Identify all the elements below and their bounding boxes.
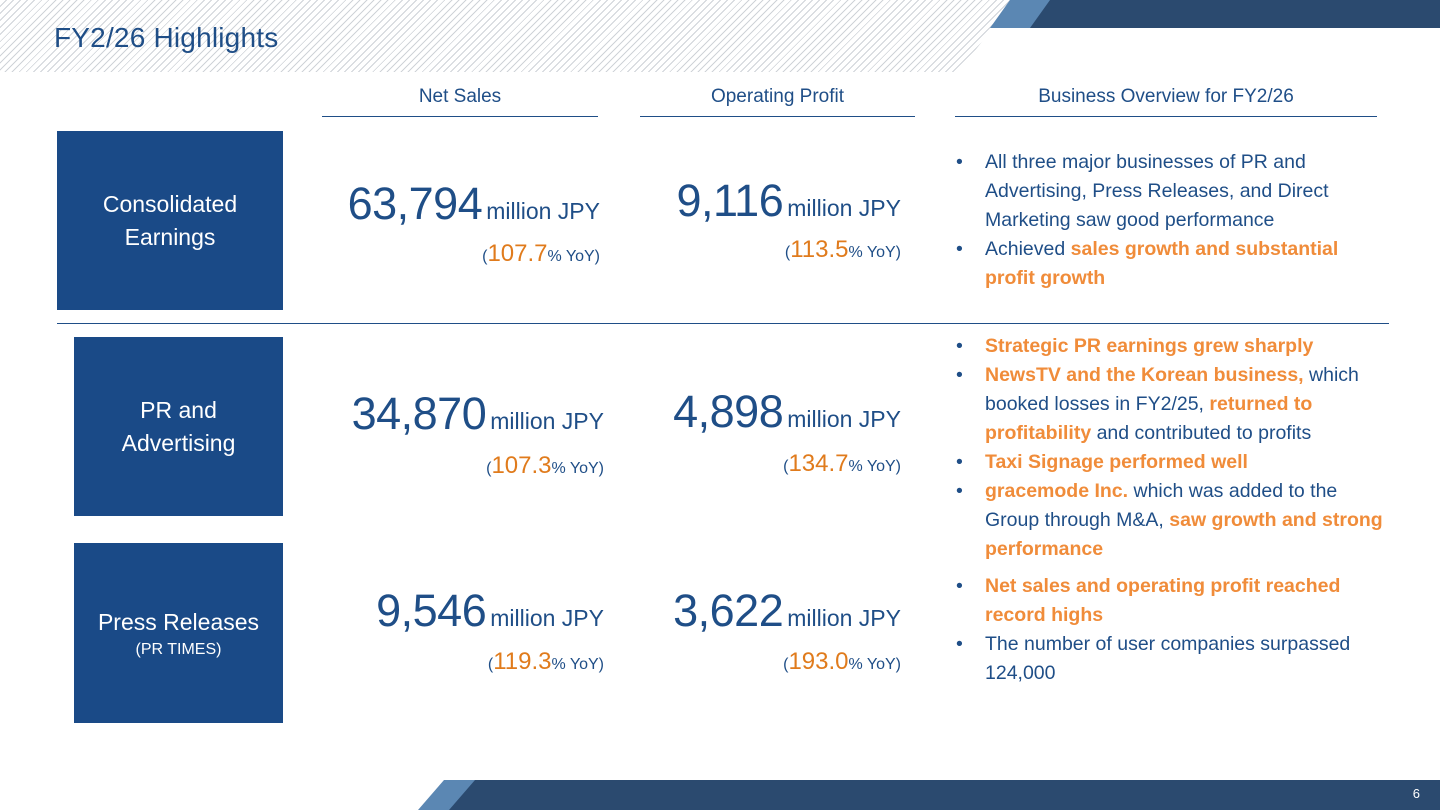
overview-bullets-press-releases: Net sales and operating profit reached r… [956, 572, 1386, 688]
yoy-open: ( [783, 458, 789, 475]
yoy-open: ( [482, 248, 488, 265]
operating-profit-underline [640, 116, 915, 117]
yoy-open: ( [486, 460, 492, 477]
segment-label-line: Advertising [121, 429, 236, 456]
metric-value: 34,870 [351, 388, 487, 439]
metric-value: 63,794 [347, 178, 483, 229]
bullet-text: and contributed to profits [1091, 422, 1312, 444]
yoy-percent: 107.7 [487, 240, 548, 267]
segment-label-line: Press Releases [97, 608, 260, 635]
overview-bullets-consolidated: All three major businesses of PR and Adv… [956, 148, 1386, 293]
net-sales-underline [322, 116, 598, 117]
pr-advertising-operating-profit-yoy: (134.7% YoY) [600, 450, 901, 478]
row-divider [57, 323, 1389, 324]
bullet-highlight-text: Net sales and operating profit reached r… [985, 575, 1341, 626]
metric-unit: million JPY [787, 605, 901, 631]
operating-profit-header: Operating Profit [710, 86, 845, 107]
consolidated-net-sales: 63,794 million JPY [300, 180, 600, 228]
header-accent-dark [1030, 0, 1440, 28]
bullet-text: which was added to the Group through M&A… [985, 480, 1338, 531]
segment-sub-label: (PR TIMES) [135, 640, 222, 658]
header-hatch-band [0, 0, 1015, 72]
yoy-percent: 119.3 [493, 648, 552, 675]
metric-unit: million JPY [787, 195, 901, 221]
overview-bullet: NewsTV and the Korean business, which bo… [956, 361, 1386, 448]
consolidated-operating-profit-yoy: (113.5% YoY) [600, 236, 901, 264]
metric-unit: million JPY [490, 408, 604, 434]
overview-bullet: All three major businesses of PR and Adv… [956, 148, 1386, 235]
yoy-open: ( [487, 656, 494, 673]
press-releases-operating-profit: 3,622 million JPY [600, 587, 901, 635]
metric-value: 9,546 [376, 585, 487, 636]
consolidated-net-sales-yoy: (107.7% YoY) [300, 240, 600, 268]
bullet-highlight-text: returned to profitability [985, 393, 1313, 444]
yoy-percent: 107.3 [491, 452, 552, 479]
segment-label-line: PR and [140, 396, 217, 423]
metric-unit: million JPY [486, 198, 600, 224]
bullet-highlight-text: Strategic PR earnings grew sharply [985, 335, 1314, 357]
segment-label-consolidated: Consolidated Earnings [57, 131, 283, 310]
bullet-text: which booked losses in FY2/25, [985, 364, 1359, 415]
yoy-percent: 134.7 [788, 450, 849, 477]
yoy-suffix: % YoY) [547, 248, 600, 265]
segment-label-press-releases: Press Releases (PR TIMES) [74, 543, 283, 723]
pr-advertising-net-sales-yoy: (107.3% YoY) [300, 452, 604, 480]
yoy-percent: 113.5 [790, 236, 849, 263]
metric-value: 4,898 [673, 386, 784, 437]
bullet-highlight-text: saw growth and strong performance [985, 509, 1383, 560]
bullet-highlight-text: sales growth and substantial profit grow… [985, 238, 1339, 289]
bullet-text: Achieved [985, 238, 1071, 260]
bullet-highlight-text: Taxi Signage performed well [985, 451, 1248, 473]
page-number: 6 [1412, 786, 1420, 801]
press-releases-operating-profit-yoy: (193.0% YoY) [600, 648, 901, 676]
segment-label-line: Consolidated [102, 190, 238, 217]
pr-advertising-net-sales: 34,870 million JPY [300, 390, 604, 438]
metric-unit: million JPY [787, 406, 901, 432]
yoy-suffix: % YoY) [551, 656, 604, 673]
business-overview-underline [955, 116, 1377, 117]
segment-label-pr-advertising: PR and Advertising [74, 337, 283, 516]
segment-label-line: Earnings [124, 223, 216, 250]
bullet-highlight-text: NewsTV and the Korean business, [985, 364, 1304, 386]
yoy-open: ( [783, 656, 789, 673]
yoy-percent: 193.0 [788, 648, 849, 675]
bullet-highlight-text: gracemode Inc. [985, 480, 1129, 502]
press-releases-net-sales-yoy: (119.3% YoY) [300, 648, 604, 676]
yoy-suffix: % YoY) [551, 460, 604, 477]
bullet-text: All three major businesses of PR and Adv… [985, 151, 1329, 231]
net-sales-header: Net Sales [418, 86, 502, 107]
yoy-suffix: % YoY) [848, 458, 901, 475]
yoy-open: ( [784, 244, 791, 261]
yoy-suffix: % YoY) [848, 244, 901, 261]
overview-bullets-pr-advertising: Strategic PR earnings grew sharply NewsTV… [956, 332, 1386, 564]
yoy-suffix: % YoY) [848, 656, 901, 673]
metric-unit: million JPY [490, 605, 604, 631]
footer-accent-dark [449, 780, 1440, 810]
overview-bullet: Taxi Signage performed well [956, 448, 1386, 477]
metric-value: 3,622 [673, 585, 784, 636]
slide-title: FY2/26 Highlights [54, 22, 279, 53]
overview-bullet: The number of user companies surpassed 1… [956, 630, 1386, 688]
pr-advertising-operating-profit: 4,898 million JPY [600, 388, 901, 436]
overview-bullet: gracemode Inc. which was added to the Gr… [956, 477, 1386, 564]
press-releases-net-sales: 9,546 million JPY [300, 587, 604, 635]
consolidated-operating-profit: 9,116 million JPY [600, 177, 901, 225]
overview-bullet: Achieved sales growth and substantial pr… [956, 235, 1386, 293]
business-overview-header: Business Overview for FY2/26 [1038, 86, 1294, 107]
bullet-text: The number of user companies surpassed 1… [985, 633, 1351, 684]
overview-bullet: Net sales and operating profit reached r… [956, 572, 1386, 630]
metric-value: 9,116 [676, 175, 784, 226]
overview-bullet: Strategic PR earnings grew sharply [956, 332, 1386, 361]
